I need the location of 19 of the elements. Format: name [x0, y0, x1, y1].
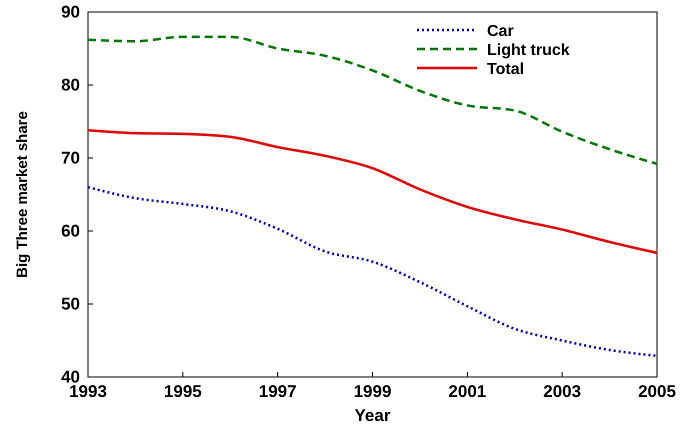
x-axis-title: Year — [354, 406, 391, 425]
y-tick-label: 50 — [61, 294, 80, 314]
y-tick-label: 70 — [61, 148, 80, 168]
x-tick-label: 1995 — [164, 382, 202, 402]
legend-label: Total — [487, 61, 524, 78]
legend-label: Car — [487, 23, 514, 40]
x-tick-label: 2001 — [448, 382, 486, 402]
line-series — [86, 129, 658, 254]
x-tick-label: 1997 — [258, 382, 297, 402]
x-tick-label: 2005 — [638, 382, 676, 402]
legend-label: Light truck — [487, 42, 570, 59]
x-tick-label: 2003 — [543, 382, 582, 402]
line-series — [86, 36, 658, 166]
y-tick-label: 80 — [61, 75, 80, 94]
y-tick-label: 60 — [61, 221, 80, 240]
y-tick-label: 90 — [61, 2, 80, 22]
line-series — [86, 186, 658, 358]
y-axis-title: Big Three market share — [14, 111, 31, 278]
x-tick-label: 1999 — [354, 382, 392, 402]
